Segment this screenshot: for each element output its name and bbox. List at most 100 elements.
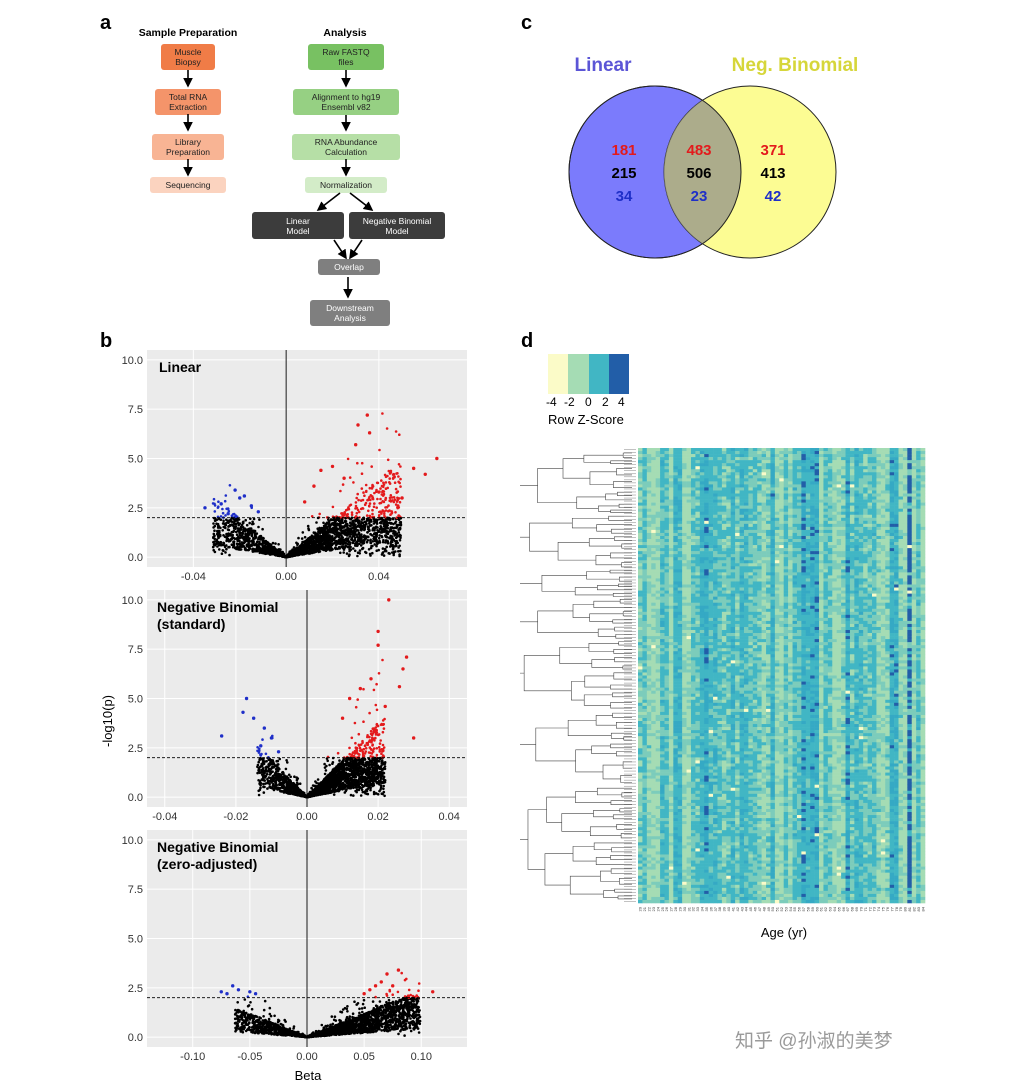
volcano-point [224, 494, 228, 497]
analysis-step-box: Raw FASTQ files [308, 44, 384, 70]
volcano-point [399, 549, 402, 553]
volcano-point [212, 535, 215, 539]
volcano-point [399, 536, 402, 539]
volcano-point [391, 517, 395, 521]
volcano-point [361, 547, 364, 550]
volcano-point [253, 529, 257, 533]
volcano-point [349, 541, 352, 545]
volcano-point [375, 544, 378, 548]
volcano-point [236, 521, 240, 525]
volcano-point [349, 764, 352, 767]
volcano-point [250, 544, 254, 547]
volcano-point [237, 535, 240, 539]
volcano-point [331, 539, 334, 542]
volcano-point [255, 548, 258, 552]
volcano-point [399, 465, 402, 468]
volcano-point [273, 773, 276, 777]
volcano-point [228, 553, 231, 557]
volcano-point [347, 532, 350, 536]
volcano-point [374, 518, 378, 521]
volcano-xlabel: Beta [295, 1068, 323, 1080]
volcano-point [356, 551, 360, 554]
volcano-point [382, 727, 386, 730]
volcano-point [249, 527, 253, 530]
volcano-point [365, 489, 368, 493]
volcano-point [375, 522, 379, 525]
volcano-point [315, 547, 319, 550]
volcano-point [373, 739, 376, 742]
volcano-point [261, 738, 264, 741]
volcano-point [262, 539, 265, 543]
volcano-point [375, 533, 379, 536]
volcano-point [225, 539, 228, 543]
volcano-point [381, 540, 385, 544]
volcano-point [365, 522, 368, 525]
y-tick-label: 2.5 [128, 503, 143, 515]
volcano-point [394, 430, 398, 433]
volcano-point-highlight [256, 510, 261, 514]
volcano-point [300, 537, 304, 540]
volcano-point [360, 522, 363, 525]
volcano-point [341, 536, 344, 539]
volcano-point [338, 759, 341, 762]
volcano-point [276, 774, 279, 778]
volcano-point [352, 547, 355, 550]
volcano-point [244, 518, 247, 522]
volcano-point [386, 474, 389, 478]
volcano-point [352, 481, 355, 484]
volcano-point [259, 542, 262, 546]
volcano-point [261, 541, 265, 545]
venn-diagram: Linear Neg. Binomial 181 215 34 483 506 … [568, 55, 858, 259]
sample-step-box: Library Preparation [152, 134, 224, 160]
volcano-point [341, 518, 344, 522]
volcano-point [333, 533, 337, 536]
volcano-point [349, 776, 353, 780]
volcano-point [322, 542, 325, 546]
volcano-point [248, 521, 251, 525]
volcano-point [343, 791, 347, 794]
volcano-point [348, 547, 351, 551]
volcano-point [348, 746, 351, 750]
volcano-point [285, 759, 288, 762]
volcano-point [359, 544, 363, 547]
volcano-point [326, 542, 330, 546]
volcano-point-highlight [312, 484, 316, 488]
volcano-point [359, 537, 363, 541]
volcano-point [354, 764, 358, 768]
volcano-point-highlight [233, 488, 237, 492]
volcano-point [330, 531, 334, 534]
volcano-point [219, 518, 223, 521]
volcano-point [347, 554, 351, 558]
volcano-point [268, 782, 271, 786]
volcano-point [368, 505, 371, 508]
volcano-point [219, 543, 223, 547]
volcano-point [315, 781, 318, 785]
volcano-point [350, 523, 353, 526]
volcano-point [367, 509, 370, 513]
volcano-point [324, 769, 328, 772]
volcano-point [373, 491, 376, 495]
volcano-point [318, 541, 321, 545]
volcano-point [328, 534, 331, 537]
volcano-point [350, 538, 353, 541]
volcano-point [294, 549, 297, 553]
volcano-point [373, 532, 376, 536]
volcano-point [357, 744, 361, 747]
volcano-point [369, 747, 373, 751]
volcano-point [370, 465, 374, 468]
volcano-point [259, 537, 262, 540]
volcano-point [224, 551, 227, 554]
volcano-point [380, 520, 383, 524]
y-tick-label: 0.0 [128, 792, 143, 804]
volcano-point [287, 554, 290, 558]
volcano-point [303, 543, 306, 546]
volcano-point [375, 490, 378, 493]
volcano-point-highlight [365, 413, 369, 417]
volcano-point [239, 548, 243, 551]
panel-letter-d: d [521, 330, 534, 352]
volcano-point [258, 747, 261, 751]
volcano-point [378, 541, 382, 544]
volcano-point [213, 550, 217, 554]
volcano-point [312, 535, 315, 539]
volcano-point [213, 510, 217, 513]
